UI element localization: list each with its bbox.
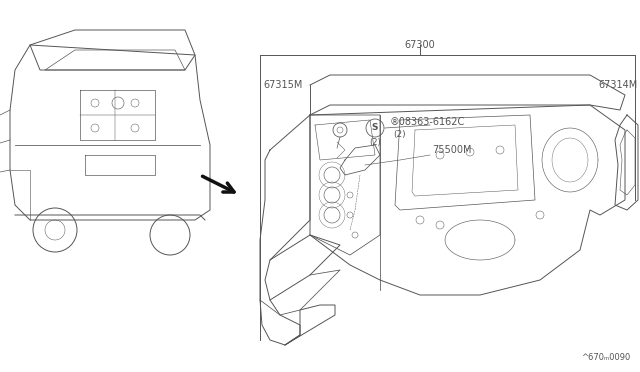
Text: S: S [372,124,378,132]
Text: 67315M: 67315M [263,80,302,90]
Text: ^670ₘ0090: ^670ₘ0090 [580,353,630,362]
Text: 75500M: 75500M [432,145,472,155]
Text: 67300: 67300 [404,40,435,50]
Text: (2): (2) [393,131,406,140]
Text: (2): (2) [369,138,381,147]
Text: 67314M: 67314M [599,80,638,90]
Text: ®08363-6162C: ®08363-6162C [390,117,465,127]
